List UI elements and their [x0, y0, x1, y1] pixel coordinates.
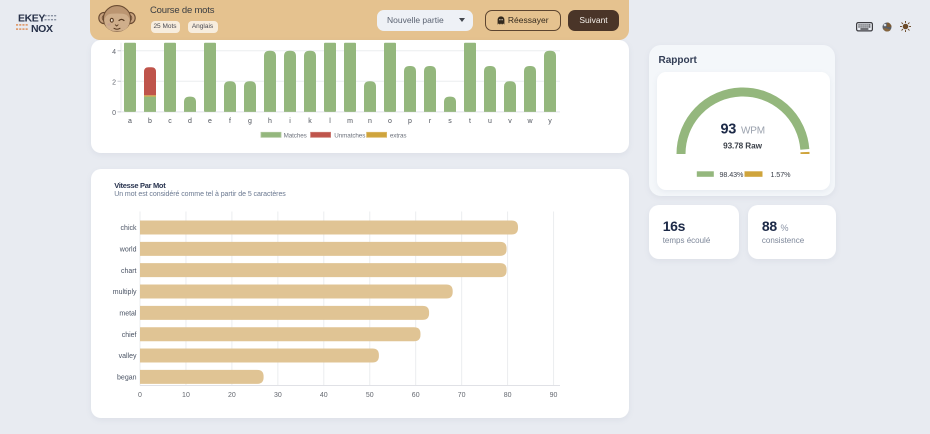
svg-text:multiply: multiply — [113, 289, 137, 296]
svg-text:p: p — [408, 118, 412, 125]
svg-text:b: b — [148, 118, 152, 125]
svg-text:0: 0 — [112, 110, 116, 117]
svg-text:i: i — [289, 118, 291, 125]
svg-text:began: began — [117, 374, 137, 381]
svg-text:10: 10 — [182, 392, 190, 399]
svg-text:metal: metal — [119, 310, 137, 317]
svg-text:c: c — [168, 118, 172, 125]
svg-text:30: 30 — [274, 392, 282, 399]
svg-text:EKEY: EKEY — [18, 13, 45, 25]
svg-text:NOX: NOX — [31, 23, 53, 35]
svg-text:90: 90 — [550, 392, 558, 399]
svg-text:s: s — [448, 118, 452, 125]
svg-text:98.43%: 98.43% — [720, 170, 744, 179]
svg-text:n: n — [368, 118, 372, 125]
svg-text:50: 50 — [366, 392, 374, 399]
svg-text:WPM: WPM — [741, 125, 765, 136]
svg-text:93.78 Raw: 93.78 Raw — [723, 141, 762, 150]
svg-text:h: h — [268, 118, 272, 125]
svg-text:1.57%: 1.57% — [771, 170, 792, 179]
svg-text:Matches: Matches — [284, 133, 307, 140]
svg-text:extras: extras — [390, 133, 407, 140]
svg-text:m: m — [347, 118, 353, 125]
svg-text:d: d — [188, 118, 192, 125]
svg-text:0: 0 — [138, 392, 142, 399]
svg-text:70: 70 — [458, 392, 466, 399]
svg-text:u: u — [488, 118, 492, 125]
svg-text:t: t — [469, 118, 471, 125]
svg-text:l: l — [329, 118, 331, 125]
svg-text:w: w — [526, 118, 533, 125]
svg-text:chief: chief — [122, 332, 137, 339]
svg-text:v: v — [508, 118, 512, 125]
svg-text:80: 80 — [504, 392, 512, 399]
svg-text:r: r — [429, 118, 432, 125]
svg-text:f: f — [229, 118, 231, 125]
svg-text:o: o — [388, 118, 392, 125]
svg-text:a: a — [128, 118, 132, 125]
svg-text:chart: chart — [121, 268, 137, 275]
svg-text:k: k — [308, 118, 312, 125]
svg-text:93: 93 — [720, 121, 736, 137]
svg-text:2: 2 — [112, 80, 116, 87]
svg-text:60: 60 — [412, 392, 420, 399]
svg-text:chick: chick — [121, 225, 137, 232]
svg-text:valley: valley — [119, 353, 137, 360]
svg-text:Unmatches: Unmatches — [334, 133, 365, 140]
svg-text:4: 4 — [112, 49, 116, 56]
svg-text:world: world — [119, 246, 137, 253]
svg-text:40: 40 — [320, 392, 328, 399]
svg-text:e: e — [208, 118, 212, 125]
svg-text:y: y — [548, 118, 552, 125]
svg-text:g: g — [248, 118, 252, 125]
svg-text:20: 20 — [228, 392, 236, 399]
